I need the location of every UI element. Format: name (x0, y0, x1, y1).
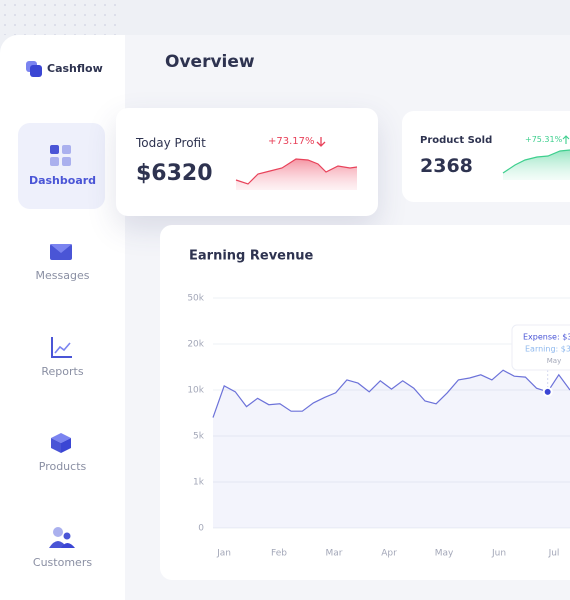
y-tick-label: 20k (187, 340, 204, 350)
card-value: $6320 (136, 161, 213, 186)
nav-item[interactable]: Dashboard (28, 174, 97, 187)
y-tick-label: 1k (193, 478, 205, 488)
card-change: +73.17% (268, 136, 315, 147)
y-tick-label: 5k (193, 432, 205, 442)
logo-icon (26, 61, 42, 77)
tooltip-line: Earning: $3 (525, 345, 570, 354)
x-tick-label: Apr (381, 549, 397, 559)
nav-item[interactable]: Messages (35, 269, 90, 282)
nav-active-bg[interactable] (18, 123, 105, 209)
card-change: +75.31% (525, 135, 563, 144)
nav-icon (49, 527, 75, 548)
x-tick-label: Jan (216, 549, 231, 559)
x-tick-label: Mar (326, 549, 343, 559)
x-tick-label: May (435, 549, 454, 559)
profit-card (116, 108, 378, 216)
x-tick-label: Jul (548, 549, 560, 559)
y-tick-label: 0 (198, 524, 204, 534)
x-tick-label: Feb (271, 549, 287, 559)
dot-pattern (0, 0, 120, 35)
tooltip-category: May (547, 357, 561, 365)
y-tick-label: 10k (187, 386, 204, 396)
nav-item[interactable]: Reports (41, 365, 84, 378)
tooltip (511, 324, 570, 371)
nav-icon (50, 244, 72, 260)
line (212, 369, 570, 418)
card-label: Today Profit (136, 136, 206, 150)
card-value: 2368 (420, 155, 473, 177)
chart-title: Earning Revenue (189, 249, 313, 264)
area (213, 370, 570, 528)
nav-icon (51, 337, 72, 358)
card-label: Product Sold (420, 135, 493, 146)
nav-icon (50, 145, 71, 166)
arrow-down (316, 137, 326, 147)
nav-icon (51, 433, 71, 453)
y-tick-label: 50k (187, 294, 204, 304)
chart-card (160, 225, 570, 580)
nav-item[interactable]: Customers (32, 556, 93, 569)
nav-item[interactable]: Products (38, 460, 87, 473)
x-tick-label: Jun (491, 549, 506, 559)
brand: Cashflow (47, 62, 103, 75)
tooltip-line: Expense: $3 (523, 333, 570, 342)
page-title: Overview (165, 52, 255, 72)
point (542, 386, 553, 397)
